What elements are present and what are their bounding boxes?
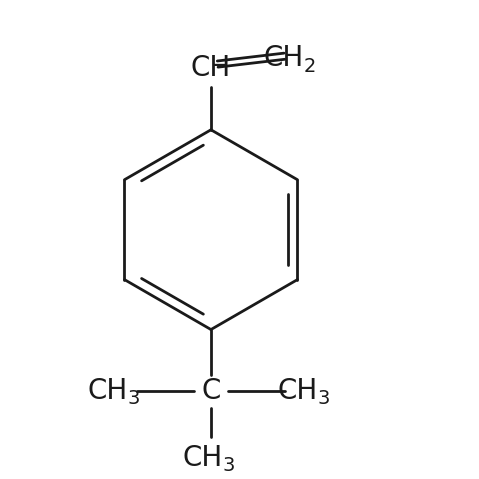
Text: CH: CH (263, 45, 303, 72)
Text: CH: CH (191, 54, 231, 82)
Text: 3: 3 (128, 389, 140, 409)
Text: CH: CH (277, 377, 318, 405)
Text: 2: 2 (304, 57, 316, 76)
Text: C: C (201, 377, 221, 405)
Text: CH: CH (182, 444, 223, 472)
Text: CH: CH (87, 377, 127, 405)
Text: 3: 3 (223, 456, 235, 475)
Text: 3: 3 (318, 389, 331, 409)
